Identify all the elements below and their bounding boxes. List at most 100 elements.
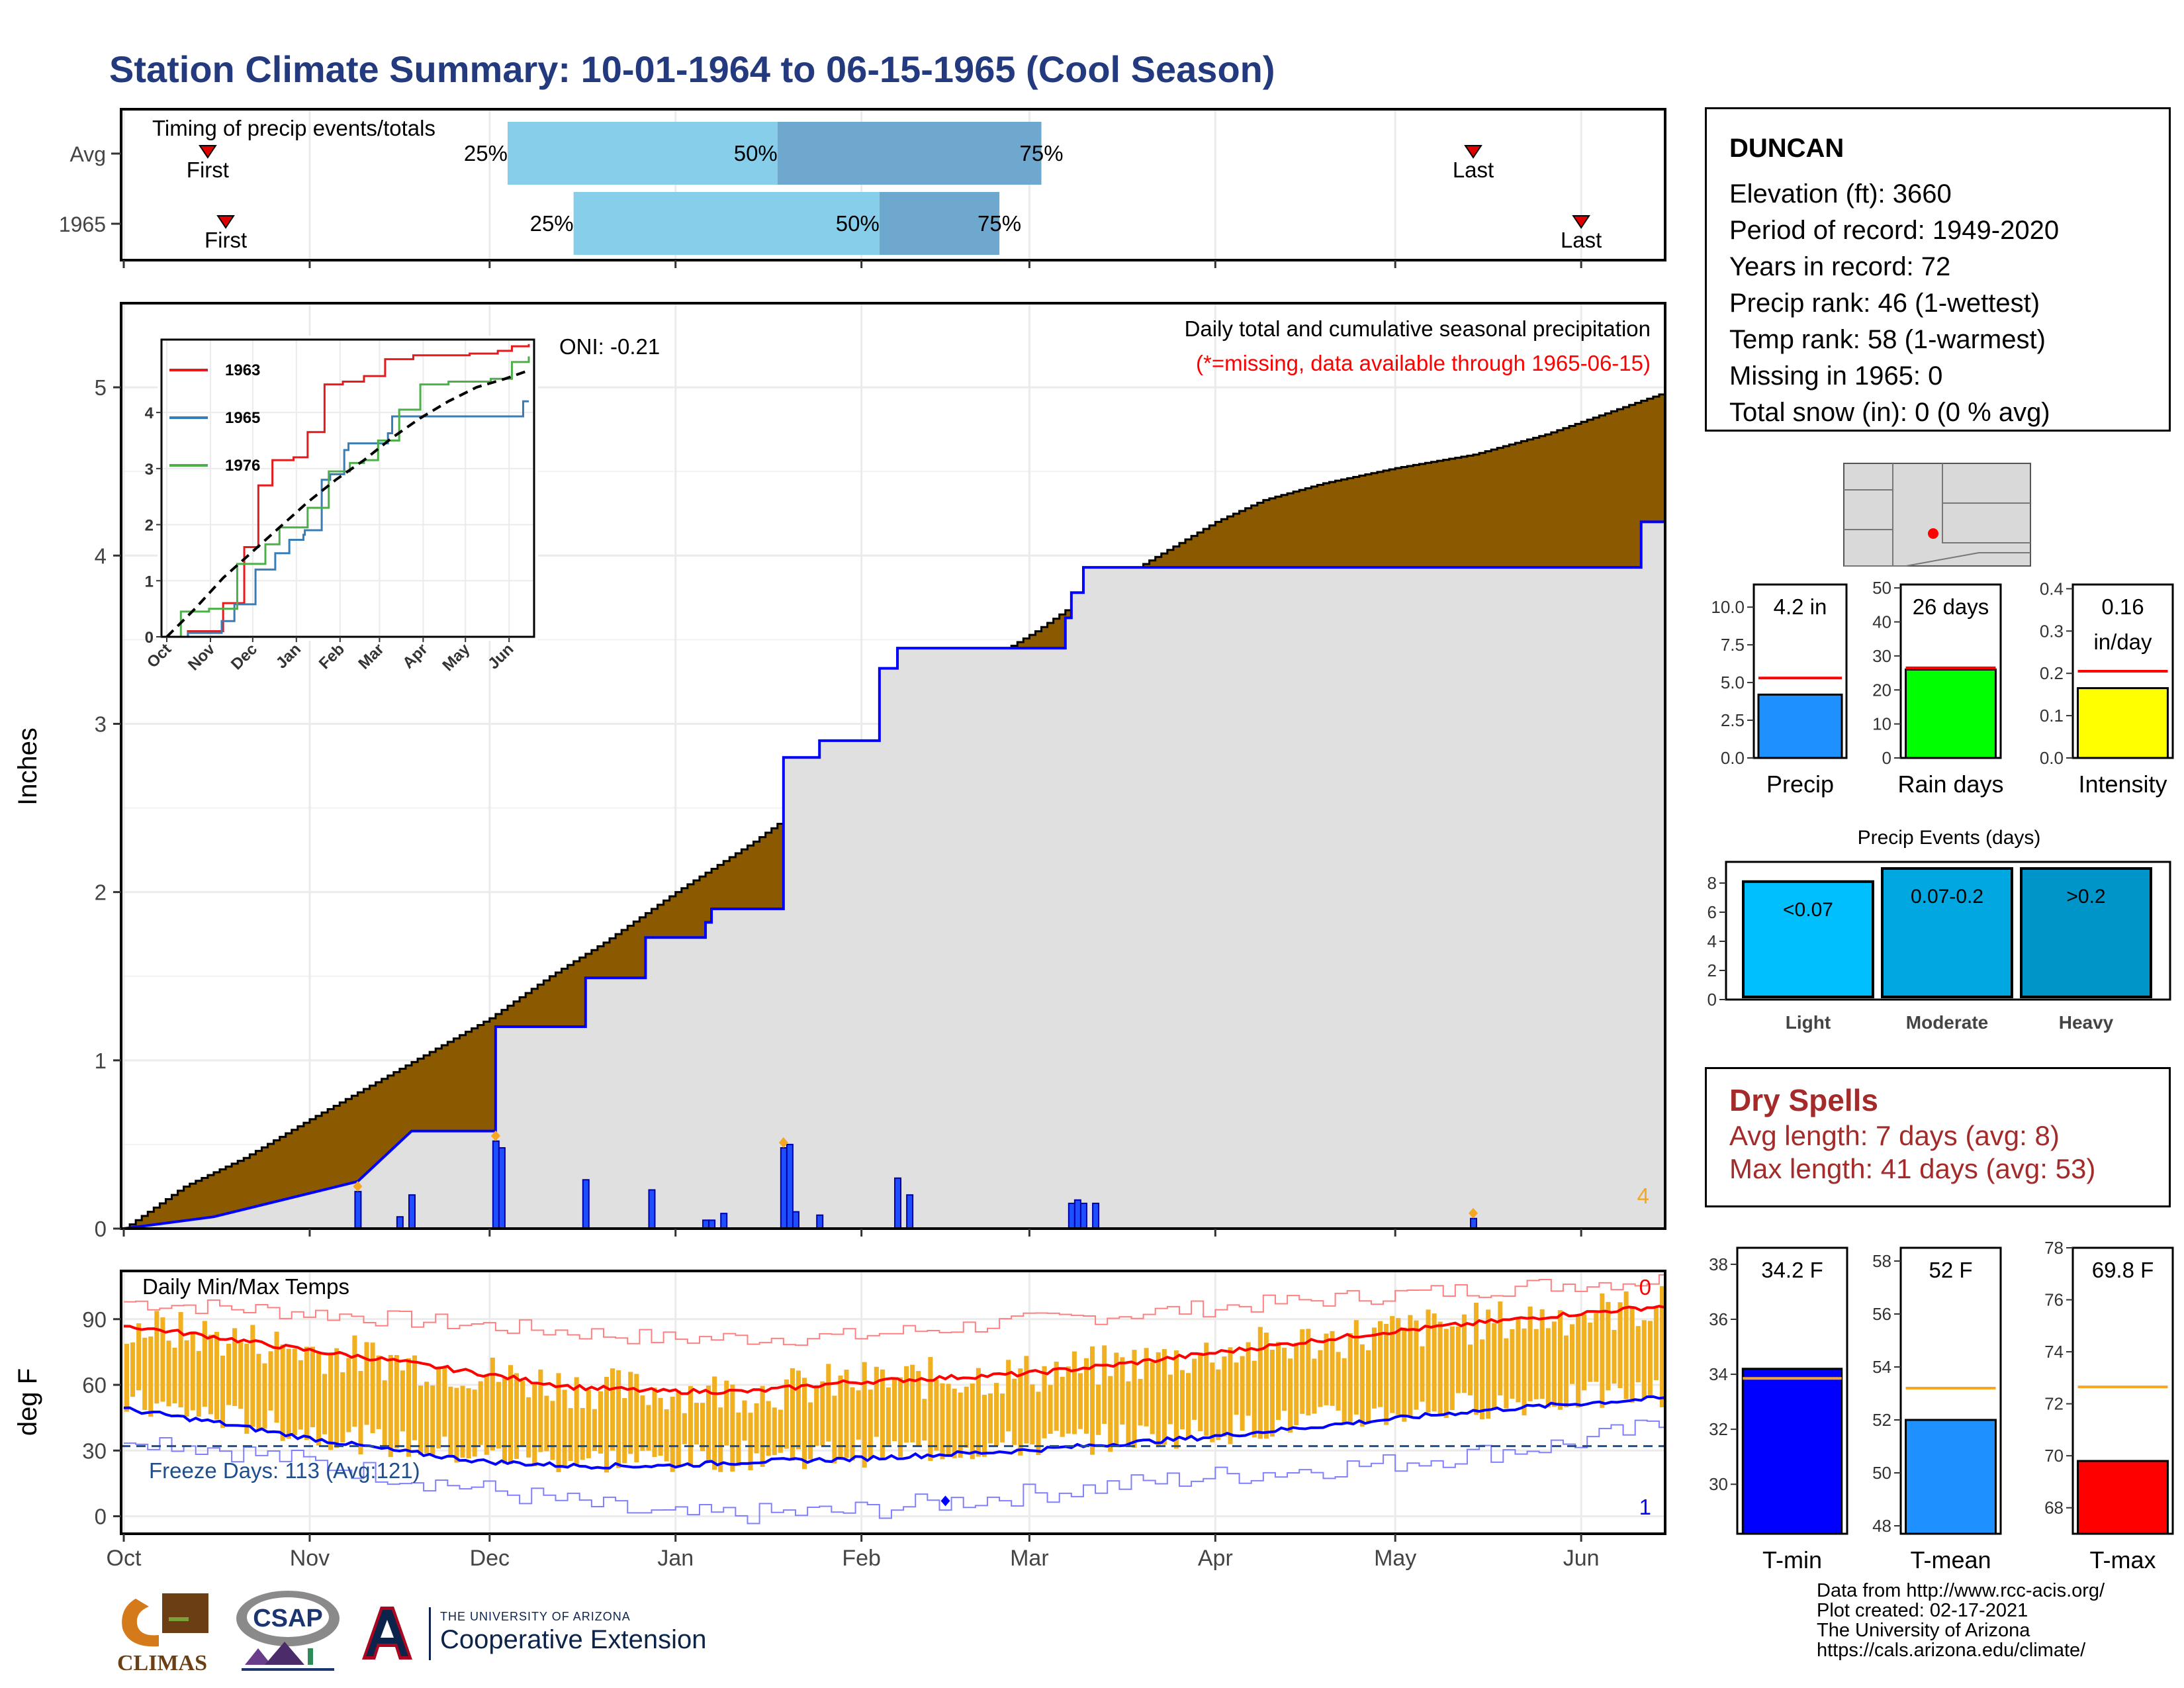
daily-temp-bar xyxy=(1282,1348,1287,1411)
precip-events-y-tick-label: 2 xyxy=(1707,961,1717,980)
daily-temp-bar xyxy=(268,1351,273,1411)
daily-temp-bar xyxy=(1606,1301,1611,1391)
daily-temp-bar xyxy=(394,1355,399,1449)
daily-temp-bar xyxy=(1071,1351,1077,1434)
daily-temp-bar xyxy=(790,1368,795,1461)
daily-temp-bar xyxy=(1126,1381,1131,1446)
last-marker-icon xyxy=(1572,215,1590,229)
obs-cumulative-area xyxy=(124,522,1665,1229)
dry-spells-title: Dry Spells xyxy=(1729,1083,1878,1117)
daily-temp-bar xyxy=(1659,1286,1664,1408)
daily-temp-bar xyxy=(526,1397,531,1458)
daily-temp-bar xyxy=(862,1362,867,1468)
daily-temp-bar xyxy=(1653,1306,1659,1381)
daily-precip-bar xyxy=(408,1194,416,1230)
daily-temp-bar xyxy=(688,1385,693,1467)
daily-temp-bar xyxy=(1647,1321,1653,1399)
daily-temp-bar xyxy=(1527,1306,1533,1401)
daily-temp-bar xyxy=(1222,1356,1227,1437)
small-chart-y-tick-label: 48 xyxy=(1872,1516,1891,1536)
daily-temp-bar xyxy=(646,1405,651,1451)
daily-temp-bar xyxy=(1533,1329,1539,1399)
precip-y-axis-label: Inches xyxy=(13,727,42,806)
daily-temp-bar xyxy=(1330,1331,1335,1406)
first-label: First xyxy=(205,228,247,252)
precip-events-title: Precip Events (days) xyxy=(1858,827,2041,849)
daily-temp-bar xyxy=(700,1403,705,1452)
daily-temp-bar xyxy=(190,1331,195,1411)
precip-chart-subtitle: (*=missing, data available through 1965-… xyxy=(1196,351,1651,375)
daily-temp-bar xyxy=(1090,1346,1095,1455)
daily-temp-bar xyxy=(802,1378,807,1470)
precip-events-y-tick-label: 6 xyxy=(1707,902,1717,922)
small-chart-y-tick-label: 0.1 xyxy=(2040,706,2064,726)
daily-temp-bar xyxy=(1179,1370,1185,1430)
small-chart-y-tick-label: 30 xyxy=(1872,646,1891,666)
precip-events-category: Heavy xyxy=(2059,1012,2114,1033)
daily-temp-bar xyxy=(1312,1358,1317,1414)
daily-temp-bar xyxy=(706,1385,711,1461)
ua-name: THE UNIVERSITY OF ARIZONA xyxy=(440,1610,631,1623)
daily-temp-bar xyxy=(826,1364,831,1442)
daily-temp-bar xyxy=(994,1383,999,1446)
daily-temp-bar xyxy=(844,1370,849,1458)
precip-events-bar xyxy=(1881,867,2013,998)
daily-temp-bar xyxy=(1234,1362,1239,1415)
daily-temp-bar xyxy=(466,1388,471,1459)
daily-temp-bar xyxy=(1054,1361,1059,1431)
daily-temp-bar xyxy=(604,1376,610,1473)
daily-temp-bar xyxy=(760,1385,765,1467)
daily-temp-bar xyxy=(1545,1328,1551,1408)
credit-line: The University of Arizona xyxy=(1817,1620,2030,1641)
daily-precip-bar xyxy=(816,1214,824,1229)
avg-min-temp-line xyxy=(123,1395,1666,1470)
inset-series-line-1963 xyxy=(167,344,530,638)
daily-temp-bar xyxy=(1077,1373,1083,1429)
daily-temp-bar xyxy=(1353,1320,1359,1415)
station-snow: Total snow (in): 0 (0 % avg) xyxy=(1729,398,2050,427)
station-elevation: Elevation (ft): 3660 xyxy=(1729,179,1952,209)
daily-temp-bar xyxy=(478,1381,483,1445)
timing-bar-50-75 xyxy=(879,192,1000,255)
station-years: Years in record: 72 xyxy=(1729,252,1951,281)
daily-temp-bar xyxy=(304,1346,309,1440)
daily-temp-bar xyxy=(1384,1323,1389,1425)
small-chart-value: 4.2 in xyxy=(1774,594,1827,619)
daily-temp-bar xyxy=(490,1357,495,1451)
precip-y-tick-label: 3 xyxy=(95,712,107,736)
daily-temp-bar xyxy=(568,1408,573,1462)
daily-temp-bar xyxy=(1318,1350,1323,1407)
first-marker-icon xyxy=(216,215,235,229)
avg-max-temp-line xyxy=(123,1305,1666,1395)
daily-temp-bar xyxy=(1359,1344,1365,1427)
daily-temp-bar xyxy=(1120,1357,1125,1425)
credit-line: https://cals.arizona.edu/climate/ xyxy=(1817,1640,2086,1661)
daily-temp-bar xyxy=(412,1355,418,1440)
small-chart-value: 0.16 xyxy=(2101,594,2144,619)
daily-temp-bar xyxy=(622,1398,627,1464)
daily-precip-bar xyxy=(786,1143,794,1229)
daily-temp-bar xyxy=(1144,1348,1149,1427)
small-chart-y-tick-label: 70 xyxy=(2044,1446,2064,1466)
daily-temp-bar xyxy=(370,1342,375,1434)
daily-temp-bar xyxy=(724,1380,729,1446)
inset-y-tick-label: 3 xyxy=(145,461,154,479)
daily-temp-bar xyxy=(766,1401,771,1456)
daily-temp-bar xyxy=(1390,1316,1395,1413)
inset-series-line-avg xyxy=(165,369,529,638)
daily-temp-bar xyxy=(184,1340,189,1417)
small-chart-value: 26 days xyxy=(1913,594,1989,619)
daily-temp-bar xyxy=(904,1366,909,1443)
small-chart-y-tick-label: 72 xyxy=(2044,1394,2064,1414)
small-chart-title: Intensity xyxy=(2078,771,2167,798)
daily-temp-bar xyxy=(640,1395,645,1451)
daily-temp-bar xyxy=(922,1399,927,1441)
small-chart-y-tick-label: 0.3 xyxy=(2040,621,2064,641)
temp-x-tick-label: Oct xyxy=(107,1546,142,1571)
daily-temp-bar xyxy=(322,1374,328,1434)
daily-temp-bar xyxy=(748,1413,753,1471)
daily-temp-bar xyxy=(496,1382,501,1449)
daily-temp-bar xyxy=(1551,1321,1557,1407)
daily-temp-bar xyxy=(1036,1391,1041,1456)
